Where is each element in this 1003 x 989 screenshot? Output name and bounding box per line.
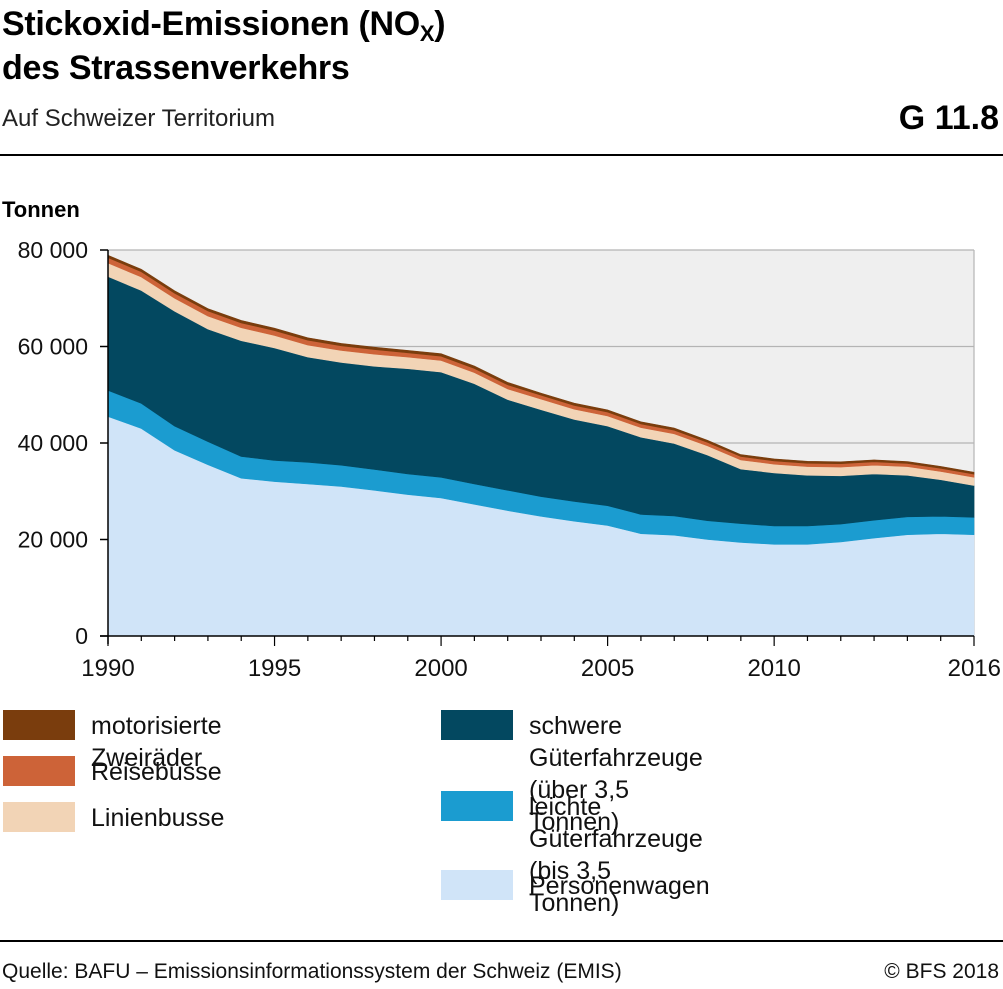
legend-item-linienbusse: Linienbusse — [3, 802, 224, 834]
y-tick-label: 40 000 — [18, 430, 88, 456]
x-tick-label: 1995 — [248, 655, 301, 682]
y-tick-label: 60 000 — [18, 334, 88, 360]
legend-label: schwere Güterfahrzeuge (über 3,5 Tonnen) — [529, 712, 703, 836]
area-series-motorisierte-zweiräder — [107, 254, 975, 475]
legend-swatch — [441, 710, 513, 740]
legend-swatch — [441, 791, 513, 821]
copyright-note: © BFS 2018 — [884, 960, 999, 983]
legend-label: motorisierte Zweiräder — [91, 712, 222, 772]
area-chart: 0 20 000 40 000 60 000 80 000 1990 1995 2000 200… — [18, 237, 1001, 682]
legend-swatch — [3, 756, 75, 786]
source-note: Quelle: BAFU – Emissionsinformationssyst… — [2, 960, 622, 983]
chart-title: Stickoxid-Emissionen (NOX) des Strassenve… — [2, 2, 446, 90]
y-tick-label: 0 — [75, 623, 88, 649]
footer-divider — [0, 940, 1003, 942]
y-tick-label: 80 000 — [18, 237, 88, 263]
x-tick-label: 1990 — [81, 655, 134, 682]
x-tick-label: 2000 — [414, 655, 467, 682]
legend-item-zweiraeder: motorisierte Zweiräder — [3, 710, 222, 774]
axes: 0 20 000 40 000 60 000 80 000 1990 1995 2000 200… — [18, 237, 1001, 682]
x-tick-label: 2005 — [581, 655, 634, 682]
title-line1-close: ) — [434, 5, 446, 43]
stacked-areas — [107, 254, 975, 637]
legend-label: Linienbusse — [91, 804, 225, 832]
y-tick-label: 20 000 — [18, 527, 88, 553]
graphic-number: G 11.8 — [898, 99, 999, 137]
x-tick-label: 2016 — [948, 655, 1001, 682]
legend-item-reisebusse: Reisebusse — [3, 756, 222, 788]
title-subscript: X — [419, 21, 435, 46]
legend-swatch — [441, 870, 513, 900]
legend-label: Reisebusse — [91, 758, 222, 786]
y-axis-unit-label: Tonnen — [2, 197, 80, 222]
legend-label: leichte Güterfahrzeuge (bis 3,5 Tonnen) — [529, 793, 703, 917]
title-line1-text: Stickoxid-Emissionen (NO — [2, 5, 420, 43]
legend-swatch — [3, 710, 75, 740]
title-line2-text: des Strassenverkehrs — [2, 49, 350, 87]
chart-subtitle: Auf Schweizer Territorium — [2, 105, 275, 132]
x-tick-label: 2010 — [747, 655, 800, 682]
legend-item-personenwagen: Personenwagen — [441, 870, 710, 902]
legend-item-schwere-gueter: schwere Güterfahrzeuge (über 3,5 Tonnen) — [441, 710, 703, 838]
header-divider — [0, 154, 1003, 156]
legend-label: Personenwagen — [529, 872, 710, 900]
legend-item-leichte-gueter: leichte Güterfahrzeuge (bis 3,5 Tonnen) — [441, 791, 703, 919]
legend-swatch — [3, 802, 75, 832]
